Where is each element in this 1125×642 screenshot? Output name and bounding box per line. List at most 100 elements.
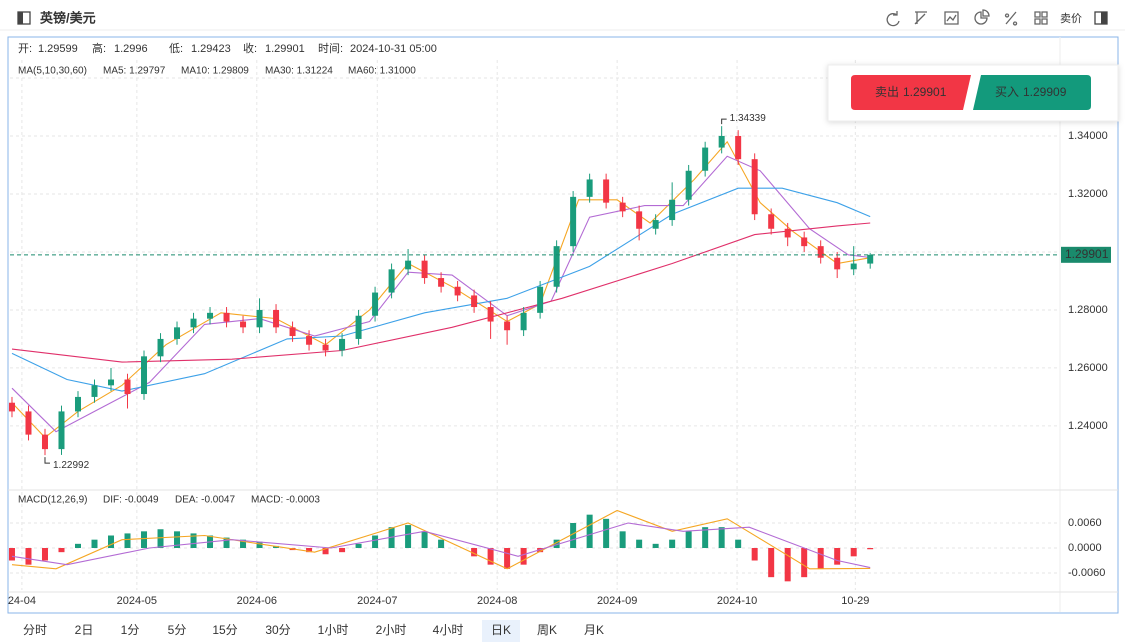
candle-body — [735, 135, 742, 160]
candle-body — [553, 246, 560, 287]
sell-button[interactable] — [851, 75, 971, 110]
macd-bar — [768, 548, 775, 578]
y-tick-label: 1.24000 — [1068, 420, 1108, 432]
y-tick-label: 1.28000 — [1068, 304, 1108, 316]
x-tick-label: 2024-09 — [597, 595, 637, 607]
macd-bar — [718, 527, 725, 548]
low-marker — [44, 457, 50, 464]
candle-body — [174, 327, 181, 339]
active-tab-bg — [482, 620, 520, 642]
legend-entry: MACD: -0.0003 — [251, 495, 320, 506]
candle-body — [74, 396, 81, 412]
period-tab[interactable]: 月K — [584, 623, 604, 637]
macd-bar — [817, 548, 824, 569]
macd-bar — [372, 535, 379, 548]
candle-body — [718, 135, 725, 148]
period-tab[interactable]: 5分 — [168, 623, 187, 637]
period-tab[interactable]: 分时 — [23, 623, 47, 637]
period-tab[interactable]: 15分 — [212, 623, 237, 637]
macd-bar — [570, 523, 577, 548]
plot: 1.240001.260001.280001.300001.320001.340… — [8, 60, 1111, 607]
candle-body — [867, 254, 874, 264]
macd-bar — [553, 539, 560, 548]
macd-bar — [636, 539, 643, 548]
high-marker — [721, 118, 727, 125]
macd-bar — [355, 543, 362, 548]
candle-body — [388, 269, 395, 293]
period-tab[interactable]: 1小时 — [318, 623, 349, 637]
indicator-line — [11, 509, 871, 570]
macd-bar — [619, 531, 626, 548]
period-tab[interactable]: 30分 — [265, 623, 290, 637]
pie-icon[interactable] — [974, 9, 990, 25]
price-type[interactable]: 卖价 — [1060, 12, 1082, 25]
legend-entry: MA60: 1.31000 — [348, 66, 416, 77]
x-tick-label: 10-29 — [841, 595, 869, 607]
toolbar-icons[interactable] — [886, 9, 1108, 27]
buy-button[interactable] — [973, 75, 1091, 110]
high-value: 1.2996 — [114, 43, 148, 55]
candle-body — [91, 385, 98, 397]
candle-body — [124, 379, 131, 395]
candle-body — [207, 312, 214, 319]
candle-body — [256, 309, 263, 328]
candle-body — [652, 220, 659, 229]
candle-body — [471, 295, 478, 308]
macd-bar — [405, 525, 412, 548]
grid-icon[interactable] — [1034, 11, 1048, 25]
indicator-line — [11, 522, 871, 569]
period-tab[interactable]: 2日 — [75, 623, 94, 637]
candle-body — [421, 260, 428, 279]
candle-body — [223, 312, 230, 322]
period-tab[interactable]: 周K — [537, 623, 557, 637]
legend-entry: MA10: 1.29809 — [181, 66, 249, 77]
macd-bar — [850, 548, 857, 557]
buy-label: 买入 — [995, 85, 1019, 99]
indicator-line — [11, 222, 871, 363]
high-label: 高: — [92, 41, 106, 55]
candle-body — [289, 327, 296, 337]
macd-bar — [174, 531, 181, 548]
y-tick-label: -0.0060 — [1068, 567, 1105, 579]
close-value: 1.29901 — [265, 43, 305, 55]
period-tab[interactable]: 1分 — [121, 623, 140, 637]
candle-body — [438, 278, 445, 287]
refresh-icon[interactable] — [886, 11, 900, 27]
macd-bar — [306, 548, 313, 553]
candle-body — [817, 246, 824, 258]
macd-bar — [586, 514, 593, 548]
x-tick-label: 2024-08 — [477, 595, 517, 607]
candle-body — [141, 356, 148, 395]
buy-price: 1.29909 — [1023, 85, 1067, 99]
x-tick-label: 24-04 — [8, 595, 36, 607]
macd-bar — [603, 518, 610, 548]
period-tab[interactable]: 4小时 — [433, 623, 464, 637]
chart-icon[interactable] — [944, 11, 959, 25]
candle-body — [619, 202, 626, 212]
high-annotation: 1.34339 — [730, 113, 767, 124]
candle-body — [405, 260, 412, 270]
legend-entry: MA30: 1.31224 — [265, 66, 333, 77]
candle-body — [537, 286, 544, 313]
draw-icon[interactable] — [914, 11, 927, 25]
period-tab[interactable]: 2小时 — [376, 623, 407, 637]
macd-bar — [652, 543, 659, 548]
macd-bar — [834, 548, 841, 565]
macd-bar — [339, 548, 346, 553]
candle-body — [834, 257, 841, 270]
y-tick-label: 1.34000 — [1068, 130, 1108, 142]
percent-icon[interactable] — [1004, 11, 1018, 26]
sell-price: 1.29901 — [903, 85, 947, 99]
indicator-line — [11, 187, 871, 392]
candle-body — [751, 159, 758, 215]
candle-body — [339, 338, 346, 351]
legend-title: MACD(12,26,9) — [18, 495, 87, 506]
macd-bar — [322, 548, 329, 555]
period-tab[interactable]: 日K — [491, 623, 511, 637]
info-row: 开: 1.29599 高: 1.2996 低: 1.29423 收: 1.299… — [18, 41, 437, 55]
low-annotation: 1.22992 — [53, 460, 90, 471]
layout-icon-fill — [1101, 12, 1107, 24]
macd-bar — [273, 545, 280, 548]
